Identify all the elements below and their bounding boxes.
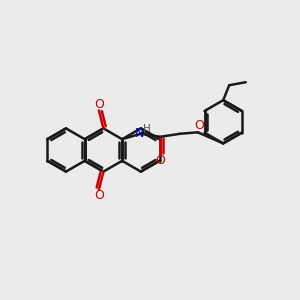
Text: H: H [142,124,150,134]
Text: O: O [94,98,104,111]
Text: O: O [194,119,204,132]
Text: N: N [134,127,144,140]
Text: O: O [94,189,104,202]
Text: O: O [155,154,165,167]
